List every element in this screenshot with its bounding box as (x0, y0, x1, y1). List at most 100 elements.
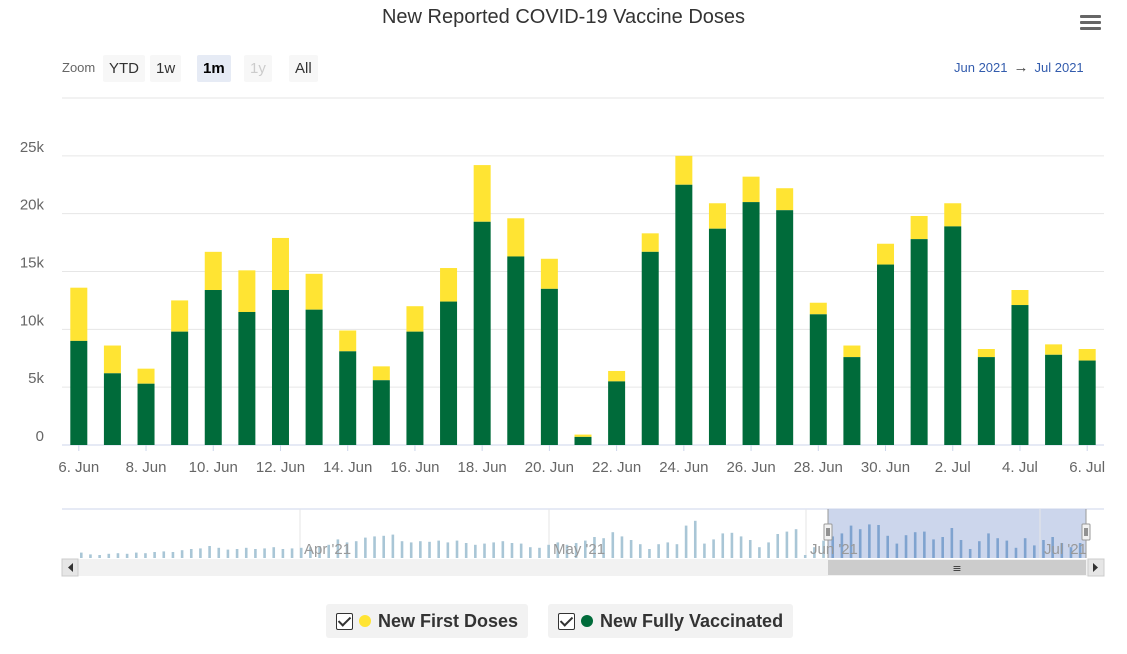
bar-new-first-doses[interactable] (305, 273, 323, 310)
bar-new-first-doses[interactable] (271, 237, 289, 291)
bar-new-fully-vaccinated[interactable] (171, 331, 189, 445)
navigator-bar (868, 524, 871, 558)
bar-new-first-doses[interactable] (843, 345, 861, 358)
bar-new-fully-vaccinated[interactable] (70, 340, 88, 445)
zoom-1m-button[interactable]: 1m (197, 55, 231, 82)
bar-new-fully-vaccinated[interactable] (675, 184, 693, 445)
navigator-bar (923, 531, 926, 558)
checkbox-icon[interactable] (558, 612, 575, 630)
bar-new-fully-vaccinated[interactable] (809, 314, 827, 445)
hamburger-menu-icon[interactable] (1078, 12, 1102, 32)
navigator-bar (244, 547, 248, 558)
bar-new-fully-vaccinated[interactable] (1011, 305, 1029, 445)
bar-new-first-doses[interactable] (608, 370, 626, 382)
bar-new-fully-vaccinated[interactable] (137, 383, 155, 445)
bar-new-first-doses[interactable] (440, 268, 458, 302)
navigator-bar (574, 543, 578, 558)
bar-new-first-doses[interactable] (1078, 348, 1096, 361)
bar-new-first-doses[interactable] (574, 434, 592, 437)
bar-new-first-doses[interactable] (1011, 290, 1029, 306)
bar-new-fully-vaccinated[interactable] (608, 381, 626, 445)
navigator-right-handle[interactable] (1081, 523, 1091, 541)
bar-new-first-doses[interactable] (137, 368, 155, 384)
navigator-bar (199, 548, 202, 558)
bar-new-fully-vaccinated[interactable] (507, 256, 525, 445)
bar-new-first-doses[interactable] (809, 302, 827, 315)
scrollbar-thumb[interactable] (828, 560, 1086, 575)
bar-new-first-doses[interactable] (171, 300, 189, 332)
bar-new-fully-vaccinated[interactable] (440, 301, 458, 445)
zoom-1y-button[interactable]: 1y (244, 55, 272, 82)
bar-new-fully-vaccinated[interactable] (305, 309, 323, 445)
navigator-bar (730, 532, 734, 558)
navigator-bar (235, 549, 239, 558)
navigator-month-label: May '21 (553, 541, 605, 558)
bar-new-fully-vaccinated[interactable] (977, 357, 995, 445)
scroll-left-arrow-icon (68, 563, 73, 572)
zoom-1w-button[interactable]: 1w (150, 55, 182, 82)
bar-new-fully-vaccinated[interactable] (372, 380, 390, 445)
bar-new-fully-vaccinated[interactable] (1078, 360, 1096, 445)
bar-new-fully-vaccinated[interactable] (910, 239, 928, 445)
range-from[interactable]: Jun 2021 (954, 60, 1008, 75)
date-range-display[interactable]: Jun 2021 → Jul 2021 (954, 59, 1084, 76)
range-to[interactable]: Jul 2021 (1034, 60, 1084, 75)
x-tick-label: 14. Jun (323, 459, 372, 476)
bar-new-fully-vaccinated[interactable] (877, 264, 895, 445)
bar-new-first-doses[interactable] (70, 287, 88, 341)
bar-new-fully-vaccinated[interactable] (574, 436, 592, 445)
bar-new-first-doses[interactable] (1045, 344, 1063, 355)
navigator-bar (978, 541, 981, 558)
bar-new-first-doses[interactable] (540, 258, 558, 289)
bar-new-first-doses[interactable] (641, 233, 659, 252)
bar-new-first-doses[interactable] (473, 165, 491, 222)
navigator-bar (648, 549, 651, 558)
zoom-ytd-button[interactable]: YTD (103, 55, 145, 82)
bar-new-first-doses[interactable] (507, 218, 525, 257)
bar-new-first-doses[interactable] (977, 348, 995, 358)
bar-new-first-doses[interactable] (204, 251, 222, 291)
bar-new-fully-vaccinated[interactable] (540, 288, 558, 445)
bar-new-fully-vaccinated[interactable] (843, 357, 861, 445)
bar-new-first-doses[interactable] (708, 203, 726, 229)
legend-item-new-fully-vaccinated[interactable]: New Fully Vaccinated (548, 604, 794, 638)
bar-new-first-doses[interactable] (103, 345, 121, 374)
bar-new-fully-vaccinated[interactable] (1045, 354, 1063, 445)
bar-new-first-doses[interactable] (675, 155, 693, 185)
zoom-all-button[interactable]: All (289, 55, 318, 82)
bar-new-fully-vaccinated[interactable] (742, 202, 760, 445)
bar-new-first-doses[interactable] (238, 270, 256, 312)
bar-new-fully-vaccinated[interactable] (776, 210, 794, 445)
navigator-bar (538, 547, 541, 558)
bar-new-fully-vaccinated[interactable] (103, 373, 121, 445)
bar-new-first-doses[interactable] (372, 366, 390, 381)
navigator-bar (501, 541, 505, 558)
navigator-bar (455, 540, 459, 558)
navigator-bar (565, 544, 569, 558)
navigator-bar (125, 553, 129, 558)
legend-item-new-first-doses[interactable]: New First Doses (326, 604, 529, 638)
bar-new-fully-vaccinated[interactable] (238, 311, 256, 445)
bar-new-first-doses[interactable] (944, 203, 962, 227)
bar-new-fully-vaccinated[interactable] (339, 351, 357, 445)
legend-dot-icon (581, 615, 593, 627)
navigator-bar (684, 525, 688, 558)
navigator-left-handle[interactable] (823, 523, 833, 541)
bar-new-first-doses[interactable] (406, 306, 424, 332)
x-tick-label: 4. Jul (1002, 459, 1038, 476)
bar-new-fully-vaccinated[interactable] (204, 290, 222, 445)
bar-new-first-doses[interactable] (776, 188, 794, 211)
bar-new-fully-vaccinated[interactable] (944, 226, 962, 445)
checkbox-icon[interactable] (336, 612, 353, 630)
bar-new-first-doses[interactable] (877, 243, 895, 265)
bar-new-first-doses[interactable] (339, 330, 357, 352)
bar-new-fully-vaccinated[interactable] (271, 290, 289, 445)
bar-new-fully-vaccinated[interactable] (406, 331, 424, 445)
bar-new-fully-vaccinated[interactable] (473, 221, 491, 445)
navigator-bar (89, 554, 92, 558)
bar-new-fully-vaccinated[interactable] (708, 228, 726, 445)
bar-new-first-doses[interactable] (910, 215, 928, 240)
bar-new-fully-vaccinated[interactable] (641, 251, 659, 445)
bar-new-first-doses[interactable] (742, 176, 760, 203)
